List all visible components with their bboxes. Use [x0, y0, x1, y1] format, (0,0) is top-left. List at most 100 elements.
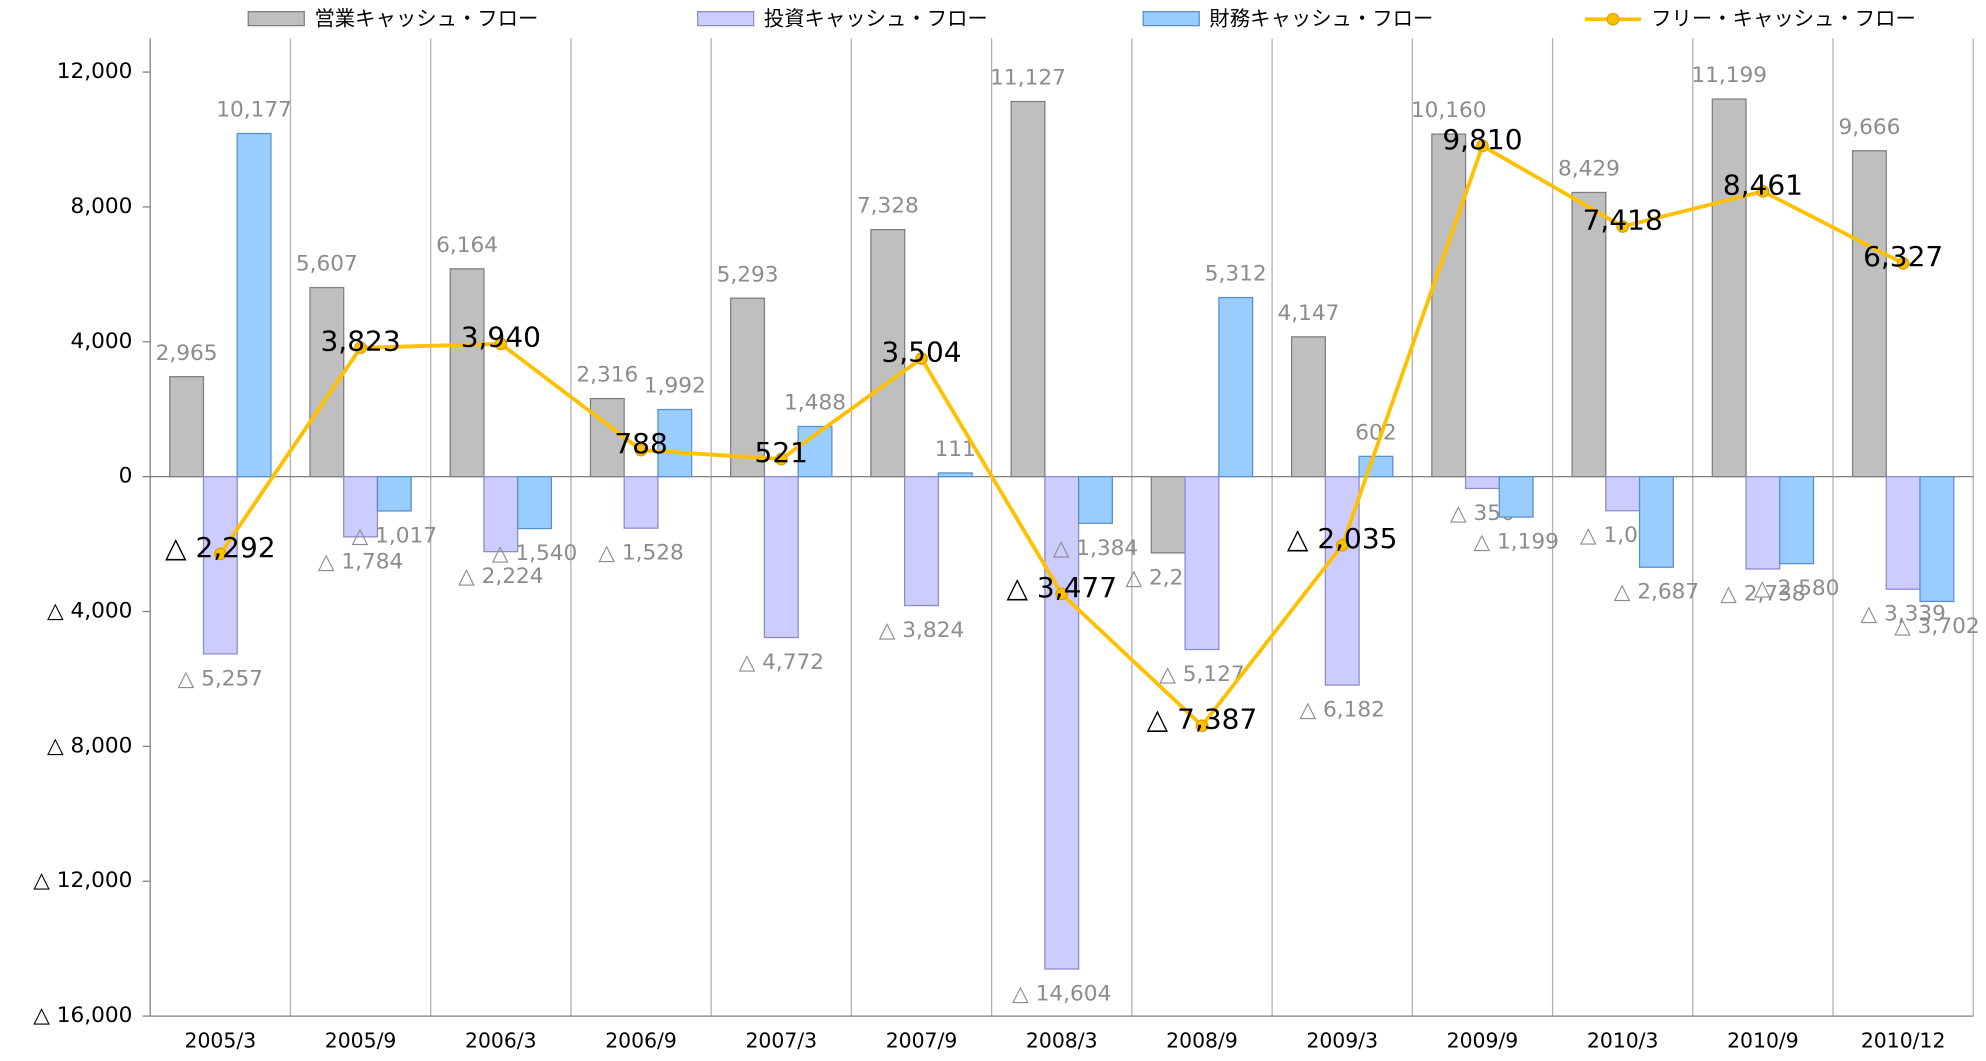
legend-swatch — [1142, 10, 1200, 27]
bar — [449, 268, 485, 478]
bar — [730, 297, 766, 478]
bar-value-label: 8,429 — [1558, 157, 1620, 182]
line-marker — [1195, 719, 1209, 733]
y-tick-label: 4,000 — [70, 329, 132, 354]
bar — [589, 397, 625, 478]
bar — [202, 476, 238, 655]
y-tick-label: 0 — [119, 464, 133, 489]
bar — [1358, 455, 1394, 478]
bar — [904, 476, 940, 607]
line-value-label: 521 — [755, 436, 808, 469]
bar-value-label: △ 4,772 — [739, 650, 824, 675]
x-tick-label: 2007/3 — [745, 1029, 817, 1053]
bar-value-label: △ 1,384 — [1053, 536, 1138, 561]
bar — [483, 476, 519, 553]
bar-value-label: 2,316 — [576, 363, 638, 388]
bar-value-label: 5,607 — [296, 252, 358, 277]
line-marker — [1055, 587, 1069, 601]
y-tick-label: △ 4,000 — [47, 599, 132, 624]
bar — [1150, 476, 1186, 554]
line-value-label: 7,418 — [1583, 203, 1663, 236]
x-tick-label: 2010/12 — [1861, 1029, 1946, 1053]
line-marker — [1616, 220, 1630, 233]
line-marker — [634, 443, 648, 457]
bar — [937, 472, 973, 478]
legend-swatch — [247, 10, 305, 27]
legend-label: 財務キャッシュ・フロー — [1209, 6, 1433, 30]
bar-value-label: △ 1,199 — [1473, 530, 1558, 555]
bar — [1885, 476, 1921, 590]
x-tick-label: 2005/9 — [325, 1029, 397, 1053]
y-tick-label: △ 12,000 — [33, 868, 132, 893]
bar — [376, 476, 412, 512]
bar-value-label: △ 5,257 — [178, 666, 263, 691]
x-tick-label: 2008/9 — [1166, 1029, 1238, 1053]
legend-swatch — [697, 10, 755, 27]
bar — [1077, 476, 1113, 524]
bar-value-label: △ 2,580 — [1754, 576, 1839, 601]
legend-label: フリー・キャッシュ・フロー — [1651, 6, 1916, 30]
x-tick-label: 2007/9 — [886, 1029, 958, 1053]
bar-value-label: △ 1,540 — [492, 541, 577, 566]
line-value-label: △ 7,387 — [1147, 703, 1258, 736]
line-value-label: △ 3,477 — [1006, 571, 1117, 604]
bar-value-label: 1,488 — [784, 391, 846, 416]
bar-value-label: 7,328 — [857, 194, 919, 219]
bar-value-label: △ 3,824 — [879, 618, 964, 643]
line-value-label: 3,823 — [320, 325, 400, 358]
bar — [1464, 476, 1500, 490]
x-tick-label: 2009/9 — [1447, 1029, 1519, 1053]
bar-value-label: 9,666 — [1838, 115, 1900, 140]
bar — [1779, 476, 1815, 565]
line-value-label: △ 2,035 — [1287, 522, 1398, 555]
bar — [763, 476, 799, 639]
bar — [1431, 133, 1467, 478]
bar-value-label: △ 1,528 — [598, 541, 683, 566]
bar-value-label: 2,965 — [156, 341, 218, 366]
x-tick-label: 2010/3 — [1587, 1029, 1659, 1053]
bar-value-label: 5,293 — [717, 262, 779, 287]
y-tick-label: △ 16,000 — [33, 1003, 132, 1028]
line-marker — [354, 341, 367, 355]
bar — [1010, 100, 1046, 478]
line-value-label: 3,940 — [461, 321, 541, 354]
y-tick-label: 12,000 — [57, 59, 133, 84]
legend-label: 営業キャッシュ・フロー — [314, 6, 538, 30]
bar-value-label: △ 2,687 — [1614, 580, 1699, 605]
bar — [1044, 476, 1080, 970]
bar — [236, 132, 272, 478]
bar — [1571, 191, 1607, 478]
line-marker — [494, 337, 508, 351]
bar-value-label: 602 — [1355, 420, 1396, 445]
line-marker — [1756, 185, 1770, 198]
bar-value-label: △ 1,017 — [352, 523, 437, 548]
bar-value-label: △ 3,339 — [1860, 602, 1945, 627]
y-tick-label: 8,000 — [70, 194, 132, 219]
line-marker — [213, 547, 227, 561]
x-tick-label: 2006/3 — [465, 1029, 537, 1053]
line-value-label: 9,810 — [1442, 123, 1522, 156]
line-marker — [774, 452, 788, 466]
bar-value-label: △ 5,127 — [1159, 662, 1244, 687]
bar — [1605, 476, 1641, 512]
line-marker — [1335, 538, 1349, 552]
bar — [1290, 336, 1326, 478]
legend-marker — [1606, 12, 1620, 26]
line-value-label: 8,461 — [1723, 168, 1803, 201]
line-value-label: △ 2,292 — [165, 531, 276, 564]
bar — [169, 376, 205, 478]
bar-value-label: 10,177 — [216, 98, 292, 123]
bar — [1498, 476, 1534, 518]
bar-value-label: △ 14,604 — [1012, 981, 1111, 1006]
bar — [1851, 150, 1887, 478]
line-value-label: 3,504 — [881, 335, 961, 368]
x-tick-label: 2006/9 — [605, 1029, 677, 1053]
bar — [517, 476, 553, 530]
legend-label: 投資キャッシュ・フロー — [764, 6, 988, 30]
line-value-label: 6,327 — [1863, 240, 1943, 273]
y-tick-label: △ 8,000 — [47, 733, 132, 758]
bar-value-label: 10,160 — [1411, 98, 1487, 123]
bar — [870, 228, 906, 478]
bar — [1184, 476, 1220, 651]
